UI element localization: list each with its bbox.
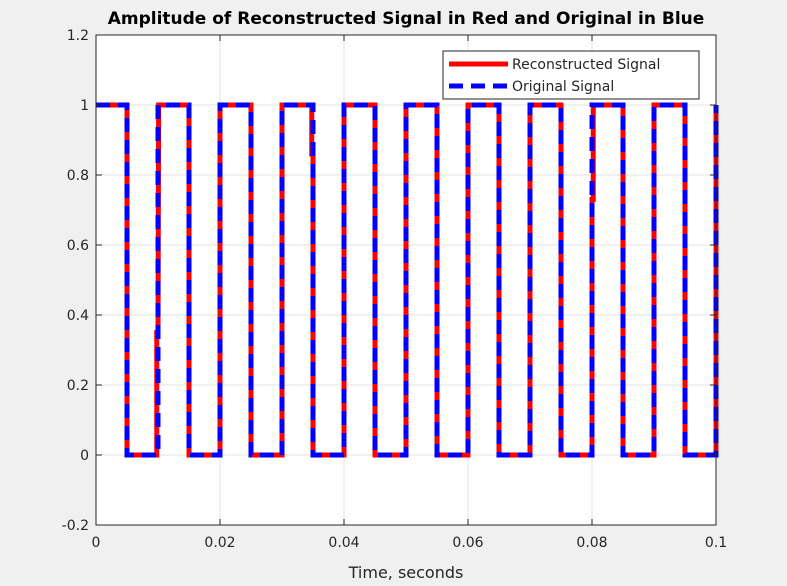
y-tick-label: 0.6 [67, 238, 89, 254]
axes-box [95, 34, 717, 526]
legend-box [442, 50, 700, 100]
x-tick-label: 0.08 [576, 535, 607, 551]
y-tick-label: 0.4 [67, 308, 89, 324]
x-tick-label: 0.06 [452, 535, 483, 551]
y-tick-label: 0 [80, 448, 89, 464]
original-signal-line [96, 102, 719, 458]
x-axis-label: Time, seconds [348, 563, 464, 582]
ticks-group: 0 0.02 0.04 0.06 0.08 0.1-0.200.20.40.60.811.… [62, 28, 727, 551]
y-tick-label: 0.8 [67, 168, 89, 184]
series-group [96, 102, 719, 458]
x-tick-label: 0 [92, 535, 101, 551]
legend-label-reconstructed: Reconstructed Signal [512, 57, 660, 73]
x-tick-label: 0.02 [204, 535, 235, 551]
legend-label-original: Original Signal [512, 79, 614, 95]
legend: Reconstructed Signal Original Signal [442, 50, 700, 100]
chart-title: Amplitude of Reconstructed Signal in Red… [108, 9, 705, 29]
x-tick-label: 0.1 [705, 535, 727, 551]
x-tick-label: 0.04 [328, 535, 359, 551]
y-tick-label: 1.2 [67, 28, 89, 44]
y-tick-label: -0.2 [62, 518, 89, 534]
y-tick-label: 0.2 [67, 378, 89, 394]
y-tick-label: 1 [80, 98, 89, 114]
